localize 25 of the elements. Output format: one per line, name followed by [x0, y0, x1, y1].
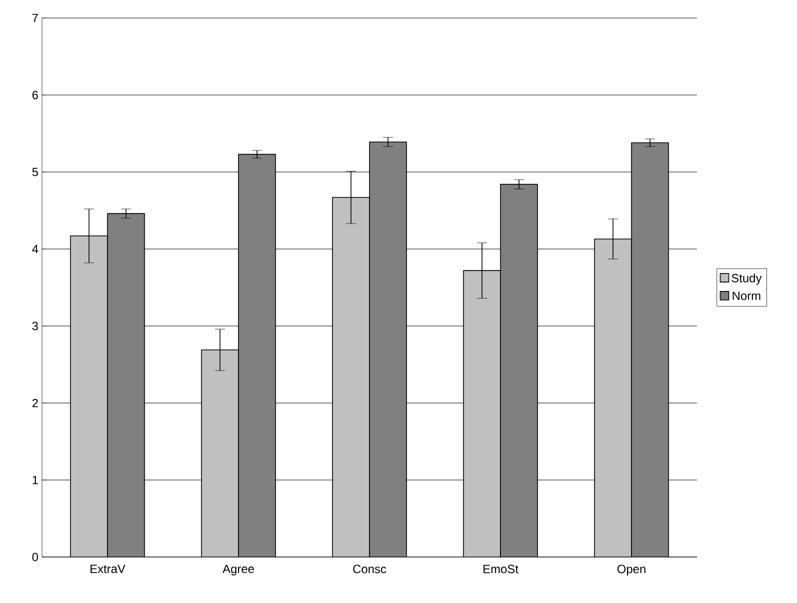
bar — [70, 236, 108, 557]
bar — [631, 142, 669, 557]
x-tick-label: ExtraV — [90, 564, 126, 574]
y-tick-label: 6 — [32, 90, 38, 100]
x-tick-label: Consc — [353, 564, 386, 574]
legend-label: Norm — [732, 292, 760, 300]
y-tick-label: 5 — [32, 168, 38, 176]
y-tick-label: 7 — [32, 14, 38, 22]
y-tick-label: 1 — [32, 476, 38, 484]
bar — [594, 238, 632, 557]
x-tick-label: Agree — [222, 564, 254, 576]
bar — [238, 154, 276, 557]
y-tick-label: 4 — [32, 244, 38, 254]
y-tick-label: 0 — [32, 552, 38, 562]
bar — [201, 349, 239, 557]
y-tick-label: 2 — [32, 398, 38, 408]
x-tick-label: EmoSt — [484, 564, 518, 574]
x-tick-label: Open — [617, 564, 646, 576]
bar — [332, 197, 370, 557]
y-tick-label: 3 — [32, 322, 38, 330]
bar — [500, 184, 538, 557]
bar — [107, 213, 145, 557]
bar — [463, 270, 501, 557]
legend-label: Study — [732, 274, 762, 285]
bar — [369, 142, 407, 557]
